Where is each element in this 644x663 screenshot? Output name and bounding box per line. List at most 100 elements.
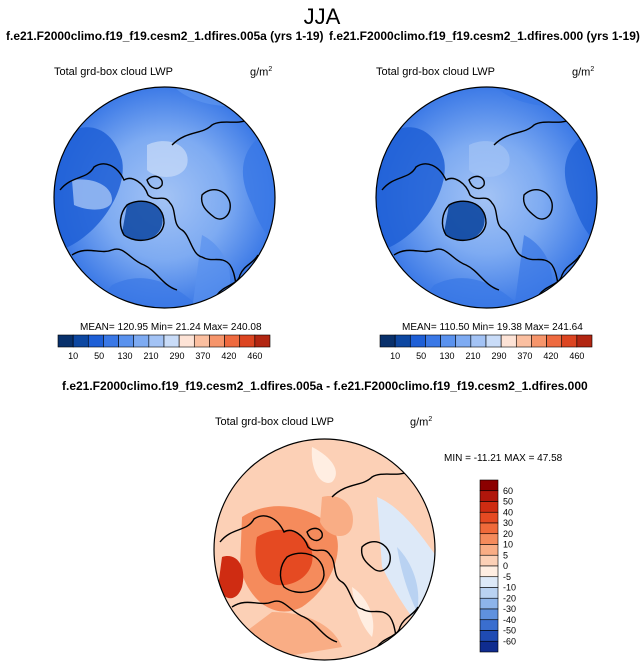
- diff-colorbar-tick-label: 10: [503, 540, 513, 550]
- panel-2-colorbar-bin: [576, 334, 593, 348]
- diff-colorbar-bin: [479, 576, 499, 588]
- panel-2-colorbar-bin: [500, 334, 517, 348]
- panel-1-colorbar-tick-label: 50: [94, 351, 104, 361]
- diff-colorbar-tick-label: -20: [503, 593, 516, 603]
- panel-1-colorbar-bin: [72, 334, 89, 348]
- panel-2-colorbar-tick-label: 290: [491, 351, 506, 361]
- panel-2-variable-label: Total grd-box cloud LWP: [376, 66, 496, 78]
- panel-1-stats: MEAN= 120.95 Min= 21.24 Max= 240.08: [80, 322, 262, 333]
- diff-colorbar-tick-label: -40: [503, 615, 516, 625]
- diff-colorbar-tick-label: 20: [503, 529, 513, 539]
- panel-1-colorbar-bin: [254, 334, 271, 348]
- panel-2-map-boundary: [375, 86, 598, 309]
- diff-colorbar-bin: [479, 565, 499, 578]
- panel-1-colorbar-bin: [57, 334, 74, 348]
- panel-2-colorbar-bin: [455, 334, 472, 348]
- panel-1-colorbar-bin: [148, 334, 165, 348]
- panel-1-colorbar-bin: [163, 334, 180, 348]
- panel-2-units: g/m2: [572, 66, 595, 79]
- panel-2-colorbar-tick-label: 210: [466, 351, 481, 361]
- panel-1-colorbar-tick-label: 210: [144, 351, 159, 361]
- diff-panel-field: [214, 439, 435, 660]
- panel-2-title: f.e21.F2000climo.f19_f19.cesm2_1.dfires.…: [329, 29, 640, 43]
- diff-colorbar-bin: [479, 533, 499, 545]
- diff-colorbar-tick-label: -10: [503, 583, 516, 593]
- panel-2-colorbar-bin: [394, 334, 411, 348]
- panel-1-colorbar-tick-label: 290: [169, 351, 184, 361]
- panel-2-colorbar: 10 50 130 210 290 370 420 460: [379, 334, 593, 361]
- panel-1-colorbar-bin: [193, 334, 210, 348]
- panel-1-units: g/m2: [250, 66, 273, 79]
- panel-1-map-boundary: [53, 86, 276, 309]
- season-title: JJA: [303, 4, 341, 29]
- diff-colorbar-bin: [479, 619, 499, 631]
- panel-1-coastlines: [59, 119, 259, 296]
- panel-1-colorbar-tick-label: 370: [195, 351, 210, 361]
- diff-panel-stats: MIN = -11.21 MAX = 47.58: [444, 453, 563, 464]
- diff-colorbar-tick-label: 30: [503, 518, 513, 528]
- panel-1-title: f.e21.F2000climo.f19_f19.cesm2_1.dfires.…: [6, 29, 324, 43]
- panel-2-colorbar-bin: [440, 334, 457, 348]
- panel-1-colorbar-tick-label: 130: [118, 351, 133, 361]
- diff-panel-variable-label: Total grd-box cloud LWP: [215, 416, 335, 428]
- diff-colorbar-tick-label: -50: [503, 626, 516, 636]
- diff-colorbar-tick-label: -5: [503, 572, 511, 582]
- diff-colorbar-tick-label: 5: [503, 550, 508, 560]
- panel-2-colorbar-tick-label: 460: [569, 351, 584, 361]
- panel-2-colorbar-bin: [379, 334, 396, 348]
- panel-1-colorbar-tick-label: 420: [221, 351, 236, 361]
- panel-1-colorbar-tick-label: 460: [247, 351, 262, 361]
- panel-1-field: [54, 87, 275, 308]
- panel-2-polar-map: [375, 86, 598, 309]
- diff-panel-units: g/m2: [410, 416, 433, 429]
- diff-colorbar-bin: [479, 544, 499, 556]
- panel-2-colorbar-bin: [425, 334, 441, 348]
- diff-colorbar-bin: [479, 608, 499, 621]
- panel-1-colorbar-tick-label: 10: [68, 351, 78, 361]
- diff-colorbar-tick-label: -60: [503, 636, 516, 646]
- panel-2-colorbar-bin: [561, 334, 578, 348]
- panel-2-colorbar-tick-label: 370: [517, 351, 532, 361]
- diff-panel-coastlines: [219, 471, 419, 648]
- panel-1-colorbar-bin: [224, 334, 241, 348]
- diff-colorbar-bin: [479, 511, 499, 524]
- diff-colorbar-bin: [479, 554, 499, 567]
- panel-2-field: [376, 87, 597, 308]
- diff-colorbar-bin: [479, 522, 499, 535]
- panel-2-colorbar-bin: [470, 334, 487, 348]
- diff-colorbar-tick-label: -30: [503, 604, 516, 614]
- panel-2-colorbar-bin: [409, 334, 426, 348]
- panel-2-colorbar-bin: [515, 334, 532, 348]
- diff-colorbar-bin: [479, 490, 499, 502]
- panel-1-colorbar-bin: [133, 334, 150, 348]
- panel-2-stats: MEAN= 110.50 Min= 19.38 Max= 241.64: [402, 322, 583, 333]
- diff-colorbar-tick-label: 60: [503, 486, 513, 496]
- diff-panel-polar-map: [213, 438, 436, 661]
- diff-colorbar-tick-label: 50: [503, 497, 513, 507]
- panel-2-colorbar-bin: [531, 334, 547, 348]
- panel-1-colorbar-bin: [178, 334, 195, 348]
- panel-2-colorbar-tick-label: 130: [440, 351, 455, 361]
- diff-colorbar-bin: [479, 630, 499, 642]
- diff-colorbar-tick-label: 0: [503, 561, 508, 571]
- diff-panel-map-boundary: [213, 438, 436, 661]
- diff-colorbar-bin: [479, 501, 499, 513]
- panel-1-variable-label: Total grd-box cloud LWP: [54, 66, 174, 78]
- panel-2-colorbar-tick-label: 10: [390, 351, 400, 361]
- panel-1-colorbar: 10 50 130 210 290 370 420 460: [57, 334, 271, 361]
- panel-1-colorbar-bin: [103, 334, 119, 348]
- panel-1-colorbar-bin: [209, 334, 225, 348]
- panel-2-colorbar-bin: [485, 334, 502, 348]
- diff-colorbar-tick-label: 40: [503, 507, 513, 517]
- diff-colorbar-bin: [479, 479, 499, 492]
- panel-1-polar-map: [53, 86, 276, 309]
- diff-panel-title: f.e21.F2000climo.f19_f19.cesm2_1.dfires.…: [62, 379, 588, 393]
- panel-2-coastlines: [381, 119, 581, 296]
- diff-colorbar-bin: [479, 587, 499, 599]
- panel-2-colorbar-tick-label: 50: [416, 351, 426, 361]
- panel-1-colorbar-bin: [87, 334, 104, 348]
- panel-1-colorbar-bin: [118, 334, 135, 348]
- panel-2-colorbar-tick-label: 420: [543, 351, 558, 361]
- panel-2-colorbar-bin: [546, 334, 563, 348]
